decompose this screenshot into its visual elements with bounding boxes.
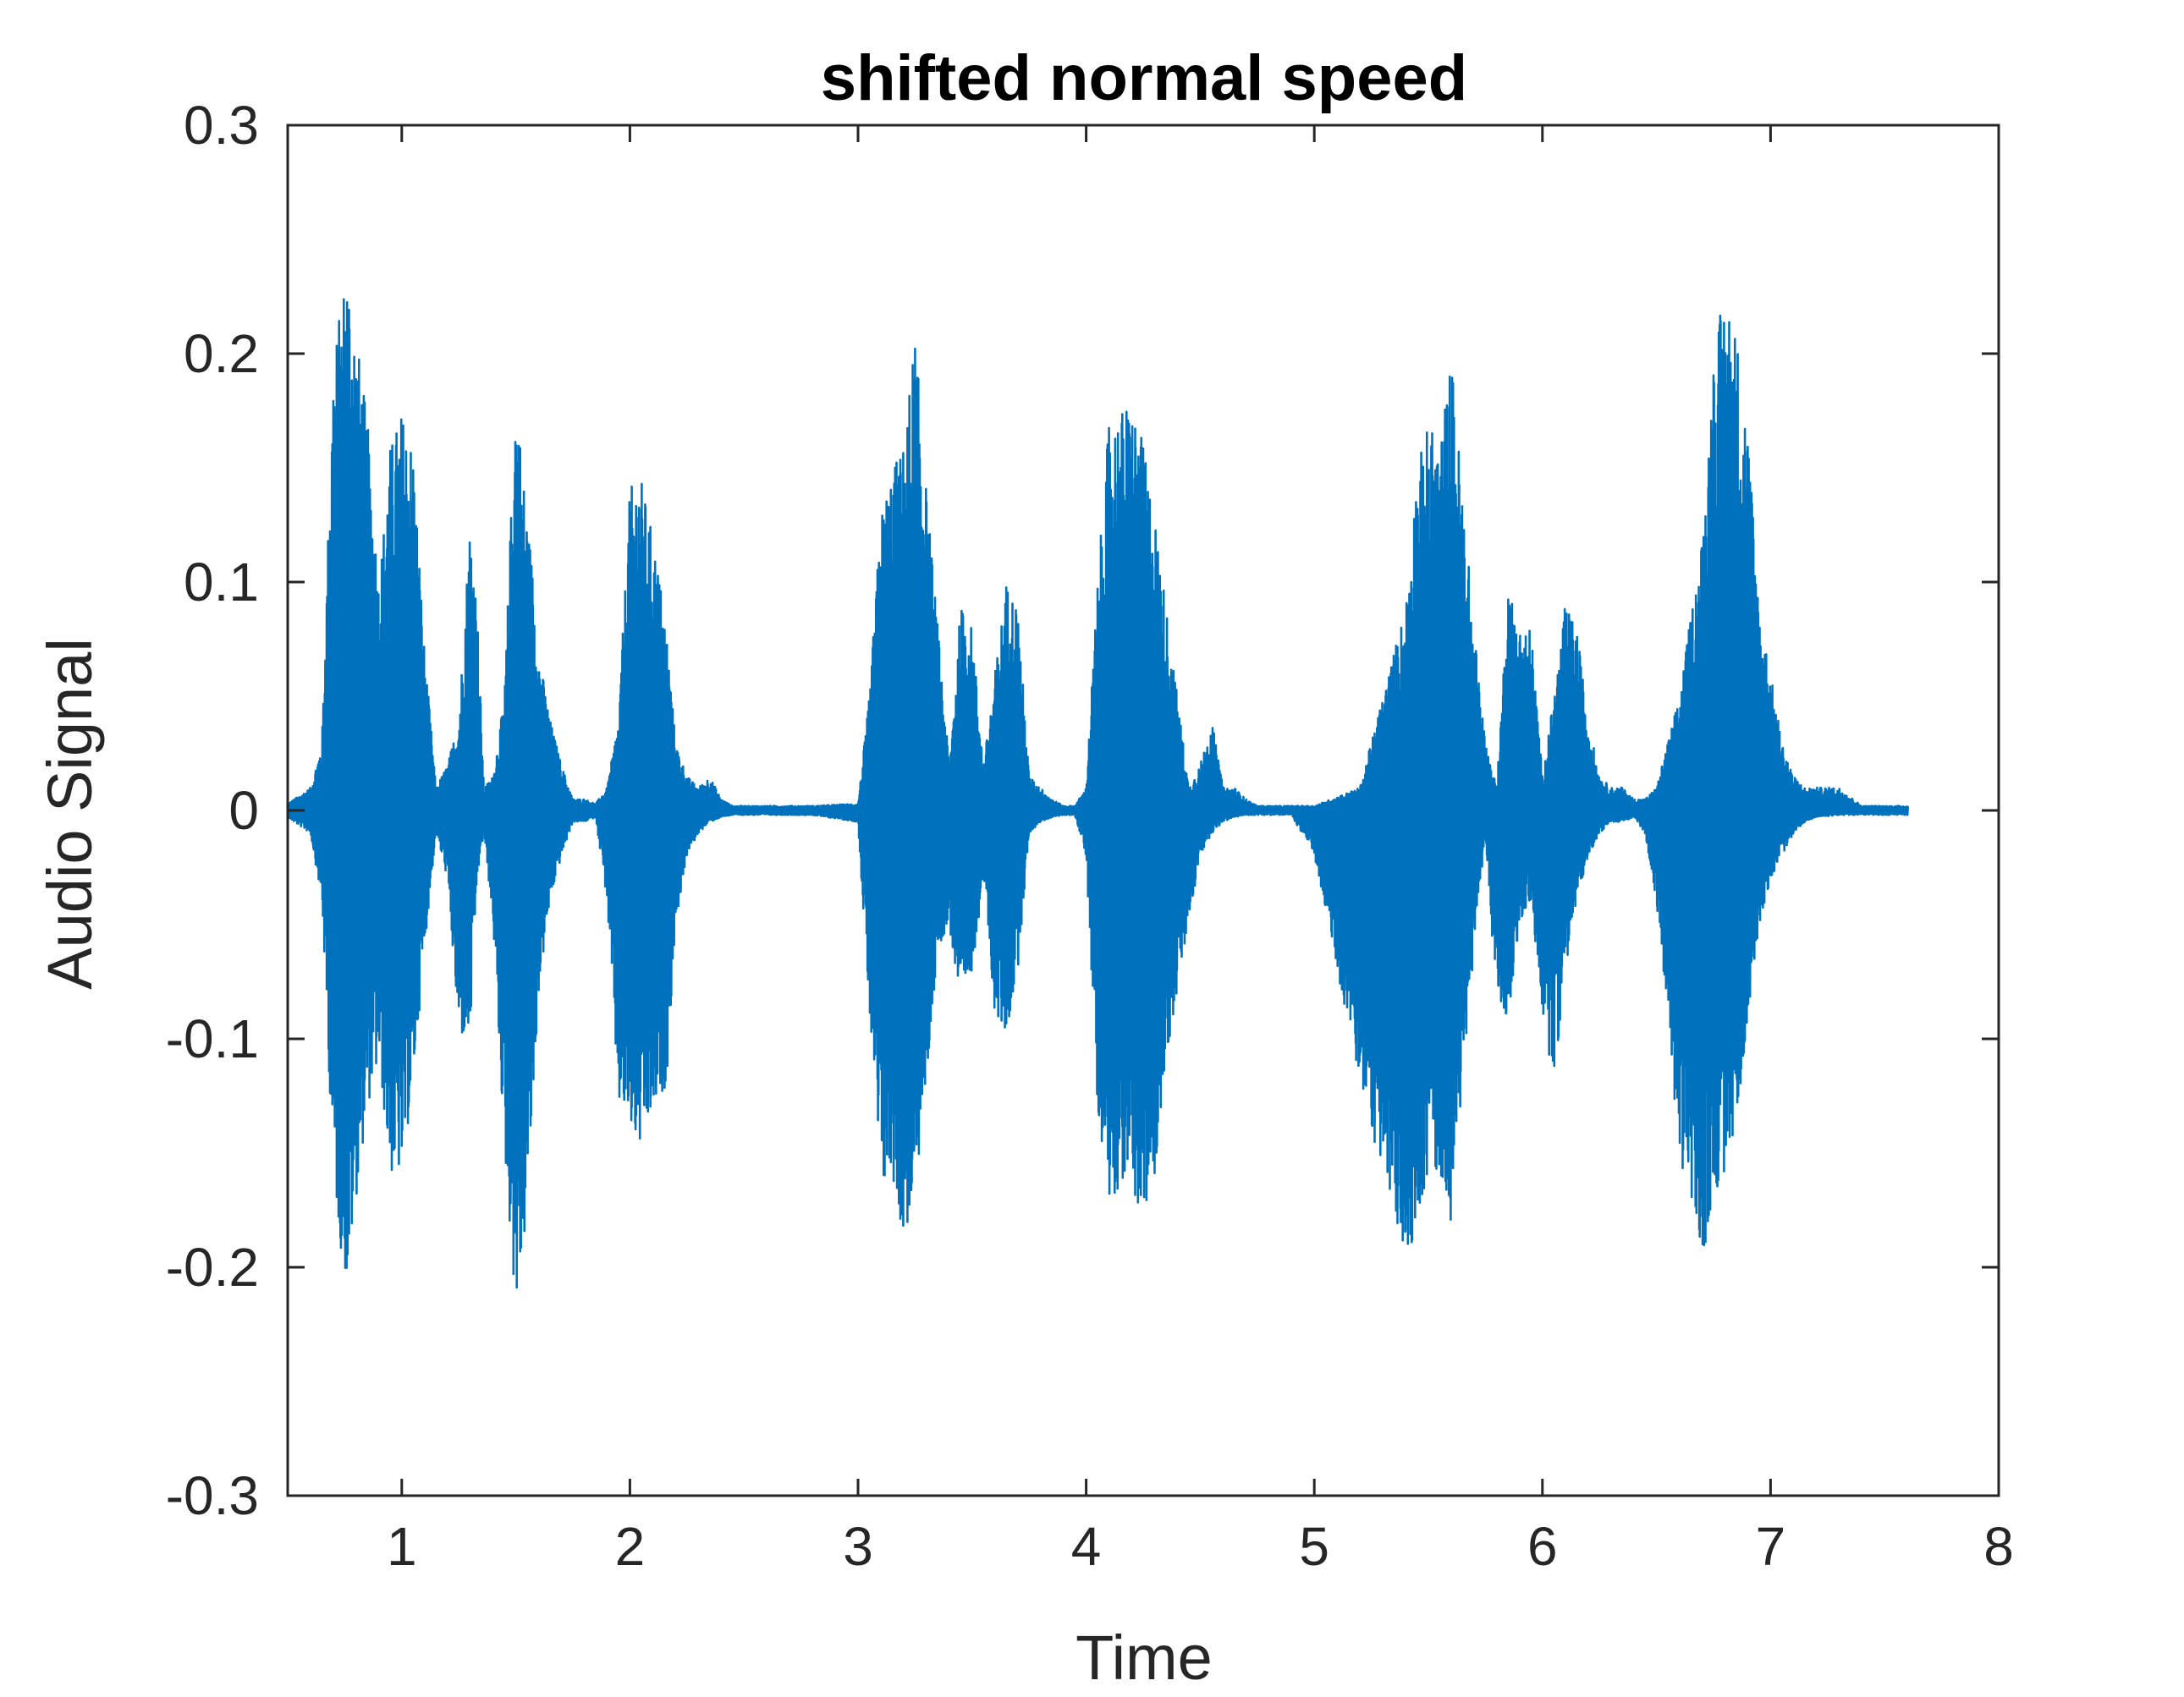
waveform-layer [286,298,1909,1289]
y-tick-label: 0.1 [184,552,259,612]
y-tick-label: 0.2 [184,323,259,384]
x-tick-label: 8 [1983,1516,2014,1577]
x-tick-label: 5 [1299,1516,1329,1577]
audio-waveform-line [286,298,1909,1289]
x-tick-label: 6 [1527,1516,1558,1577]
y-tick-label: 0 [228,780,259,841]
x-tick-label: 2 [615,1516,646,1577]
x-axis-label: Time [1075,1623,1213,1693]
y-tick-label: 0.3 [184,95,259,156]
x-tick-label: 4 [1071,1516,1102,1577]
y-tick-label: -0.3 [166,1465,259,1526]
y-tick-label: -0.2 [166,1237,259,1298]
x-tick-label: 1 [387,1516,417,1577]
y-tick-label: -0.1 [166,1008,259,1069]
y-axis-label: Audio Signal [35,638,105,990]
x-tick-label: 7 [1756,1516,1786,1577]
chart-title: shifted normal speed [821,42,1467,114]
ticks-layer: 1 2 3 4 5 6 7 8 -0.3 -0.2 -0.1 0 0.1 0.2 0.3 [166,95,2014,1577]
x-tick-label: 3 [843,1516,873,1577]
